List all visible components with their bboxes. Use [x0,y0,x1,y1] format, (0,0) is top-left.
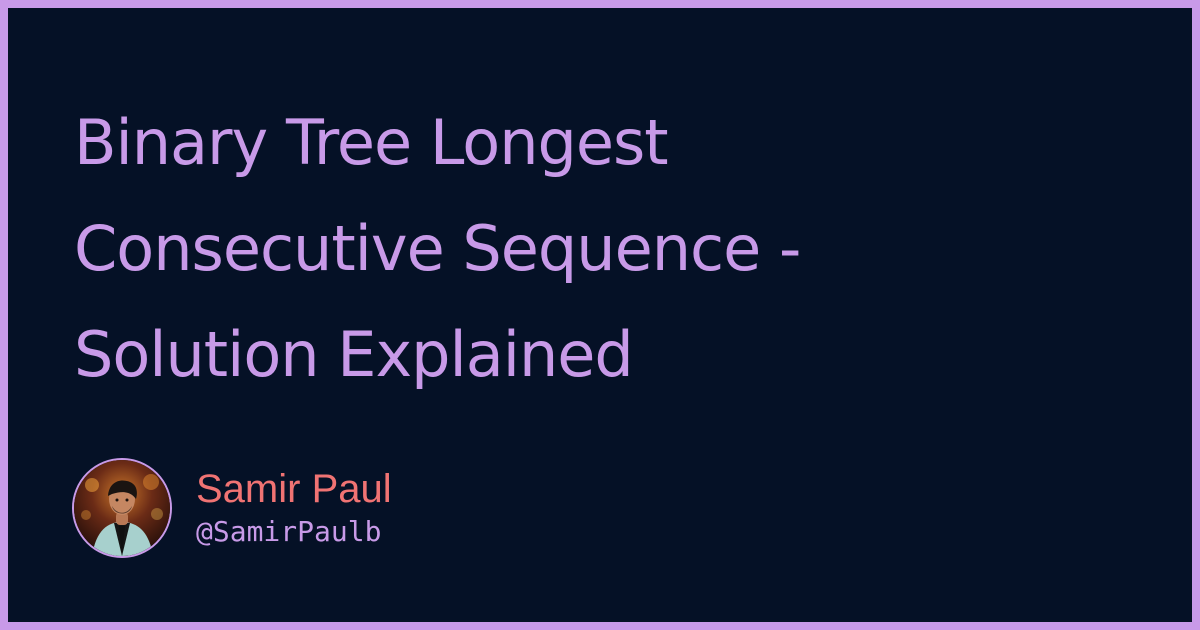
title-line-2: Consecutive Sequence - [74,212,801,285]
avatar [72,458,172,558]
page-title: Binary Tree Longest Consecutive Sequence… [74,90,1124,408]
author-name: Samir Paul [196,467,392,511]
author-info: Samir Paul @SamirPaulb [196,466,392,550]
author-handle: @SamirPaulb [196,515,382,548]
og-card: Binary Tree Longest Consecutive Sequence… [8,8,1192,622]
title-line-3: Solution Explained [74,318,634,391]
author-block: Samir Paul @SamirPaulb [72,458,392,558]
title-line-1: Binary Tree Longest [74,106,669,179]
person-photo-avatar-icon [74,460,170,556]
